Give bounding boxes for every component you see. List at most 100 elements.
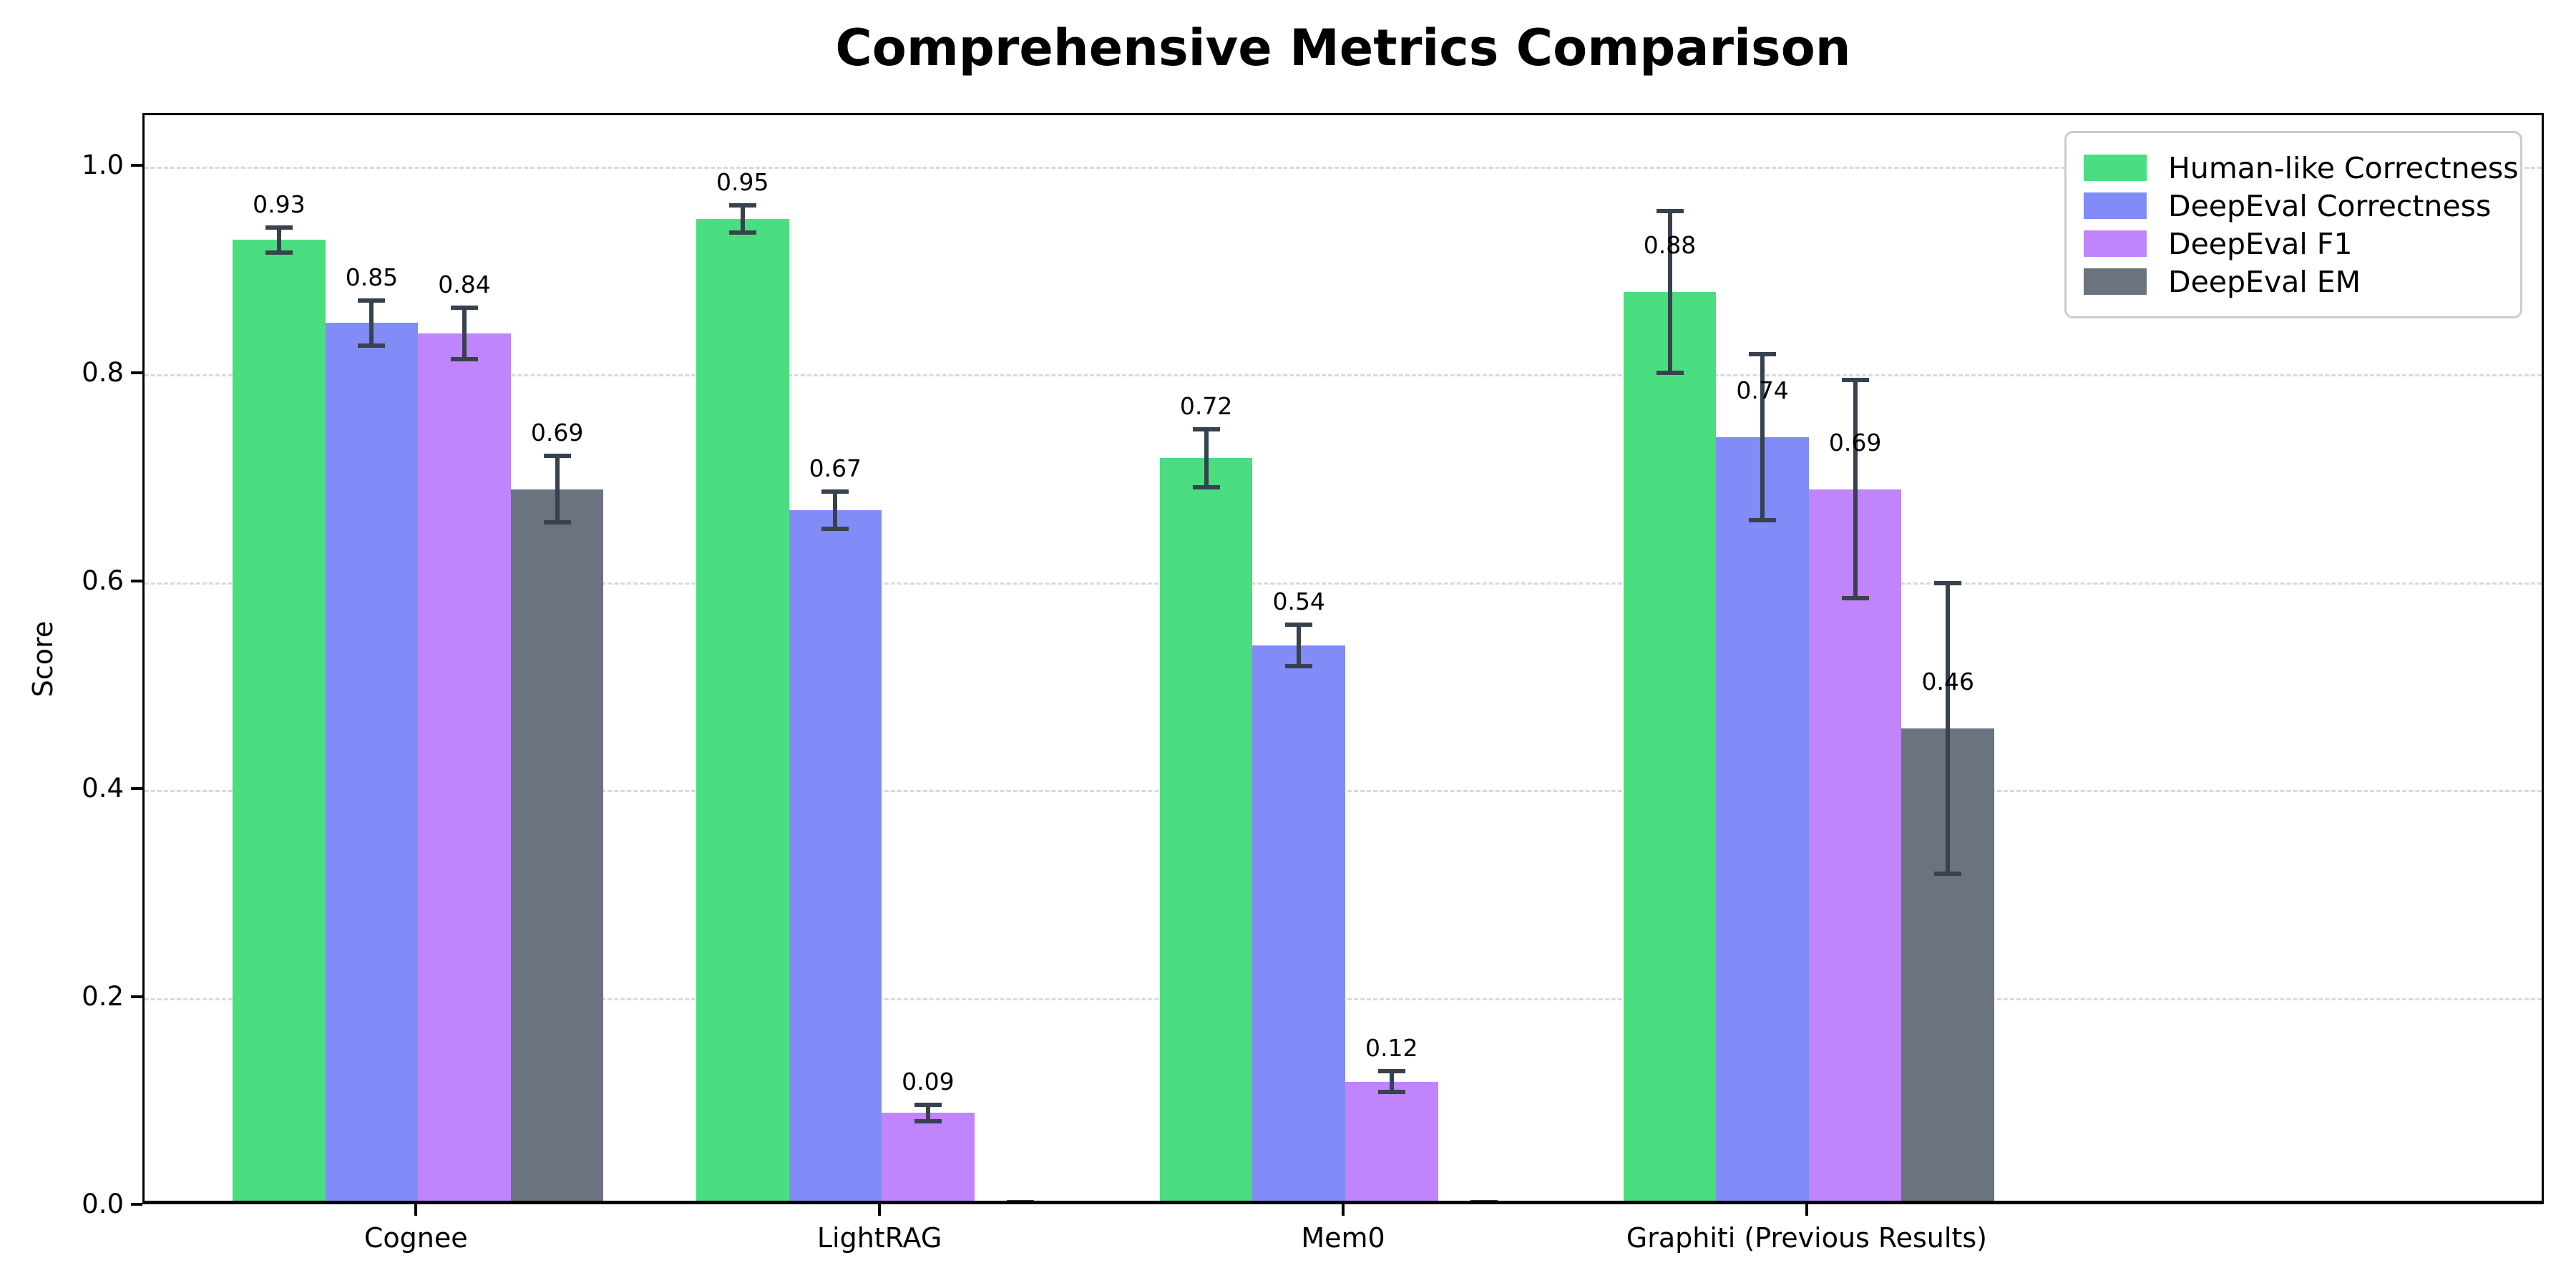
x-tick-label: Mem0: [1301, 1222, 1385, 1254]
error-bar-cap: [1749, 352, 1777, 357]
legend-item: DeepEval EM: [2084, 263, 2499, 301]
legend-item: DeepEval Correctness: [2084, 187, 2499, 225]
error-bar-cap: [1470, 1200, 1498, 1201]
error-bar: [740, 205, 745, 233]
error-bar-cap: [728, 230, 756, 235]
bar-value-label: 0.72: [1179, 391, 1233, 420]
error-bar-cap: [1377, 1090, 1405, 1095]
legend-label: DeepEval F1: [2168, 226, 2353, 261]
y-tick-label: 1.0: [82, 149, 124, 180]
bar-value-label: 0.85: [345, 263, 399, 291]
bar-value-label: 0.12: [1365, 1034, 1418, 1063]
legend: Human-like Correctness DeepEval Correctne…: [2064, 131, 2522, 318]
error-bar: [1667, 210, 1672, 374]
bar-human-like-correctness-1: [696, 219, 789, 1201]
error-bar-cap: [1192, 426, 1220, 431]
legend-label: DeepEval EM: [2168, 264, 2361, 299]
legend-swatch: [2084, 192, 2147, 219]
error-bar-cap: [1656, 208, 1684, 213]
error-bar-cap: [265, 225, 293, 230]
x-tick-mark: [1805, 1204, 1808, 1216]
gridline: [145, 374, 2542, 377]
error-bar-cap: [543, 520, 571, 525]
error-bar: [369, 300, 374, 346]
error-bar-cap: [1841, 378, 1869, 383]
bar-deepeval-correctness-2: [1252, 645, 1345, 1201]
error-bar: [1204, 429, 1209, 487]
error-bar: [925, 1104, 930, 1121]
bar-human-like-correctness-3: [1623, 291, 1717, 1201]
bar-deepeval-correctness-3: [1716, 437, 1809, 1201]
error-bar: [276, 227, 281, 253]
bar-deepeval-f1-0: [418, 333, 511, 1201]
chart-title: Comprehensive Metrics Comparison: [835, 19, 1851, 77]
legend-label: Human-like Correctness: [2168, 150, 2519, 185]
error-bar: [1853, 380, 1858, 599]
y-tick-mark: [131, 371, 142, 375]
legend-swatch: [2084, 230, 2147, 257]
y-tick-label: 0.0: [82, 1189, 124, 1219]
y-tick-label: 0.4: [82, 773, 124, 804]
error-bar-cap: [1841, 596, 1869, 601]
y-tick-mark: [131, 163, 142, 167]
bar-value-label: 0.46: [1921, 667, 1974, 696]
y-axis-label: Score: [27, 620, 59, 697]
bar-value-label: 0.95: [716, 168, 769, 197]
bar-human-like-correctness-0: [233, 240, 326, 1201]
error-bar-cap: [1285, 622, 1313, 627]
error-bar: [1297, 624, 1302, 666]
legend-swatch: [2084, 155, 2147, 181]
error-bar-cap: [265, 250, 293, 255]
error-bar-cap: [1377, 1069, 1405, 1074]
bar-deepeval-correctness-0: [325, 323, 419, 1201]
gridline: [145, 166, 2542, 169]
error-bar-cap: [358, 298, 386, 303]
bar-deepeval-f1-3: [1808, 489, 1902, 1201]
error-bar-cap: [451, 357, 479, 362]
error-bar-cap: [914, 1118, 942, 1123]
error-bar: [462, 307, 467, 360]
error-bar: [1946, 582, 1951, 874]
bar-value-label: 0.93: [253, 190, 306, 218]
error-bar-cap: [1007, 1200, 1035, 1201]
y-tick-mark: [131, 579, 142, 582]
y-tick-label: 0.6: [82, 565, 124, 596]
bar-value-label: 0.09: [902, 1067, 955, 1096]
x-tick-label: LightRAG: [816, 1222, 942, 1254]
error-bar-cap: [358, 343, 386, 348]
bar-value-label: 0.84: [438, 270, 491, 298]
x-tick-label: Cognee: [364, 1222, 468, 1254]
error-bar-cap: [543, 454, 571, 459]
error-bar: [833, 491, 838, 530]
bar-value-label: 0.88: [1643, 230, 1697, 259]
legend-item: Human-like Correctness: [2084, 149, 2519, 187]
y-tick-label: 0.8: [82, 357, 124, 389]
y-tick-mark: [131, 1203, 142, 1206]
legend-label: DeepEval Correctness: [2168, 188, 2492, 223]
error-bar-cap: [1285, 663, 1313, 668]
legend-item: DeepEval F1: [2084, 225, 2499, 263]
x-tick-mark: [878, 1204, 882, 1216]
error-bar-cap: [914, 1102, 942, 1107]
bar-deepeval-f1-2: [1345, 1081, 1438, 1201]
error-bar-cap: [821, 489, 849, 494]
legend-swatch: [2084, 268, 2147, 295]
error-bar-cap: [1192, 484, 1220, 489]
error-bar-cap: [728, 203, 756, 208]
error-bar-cap: [451, 305, 479, 310]
x-tick-mark: [414, 1204, 418, 1216]
gridline: [145, 582, 2542, 585]
bar-human-like-correctness-2: [1159, 458, 1253, 1201]
bar-value-label: 0.69: [1828, 428, 1882, 457]
x-tick-mark: [1342, 1204, 1345, 1216]
y-tick-label: 0.2: [82, 980, 124, 1012]
error-bar: [1389, 1071, 1394, 1093]
bar-value-label: 0.54: [1272, 587, 1325, 615]
y-tick-mark: [131, 787, 142, 791]
bar-deepeval-em-0: [510, 489, 604, 1201]
error-bar: [1482, 1202, 1486, 1204]
error-bar-cap: [1749, 518, 1777, 523]
bar-value-label: 0.67: [809, 454, 862, 482]
error-bar-cap: [821, 527, 849, 532]
